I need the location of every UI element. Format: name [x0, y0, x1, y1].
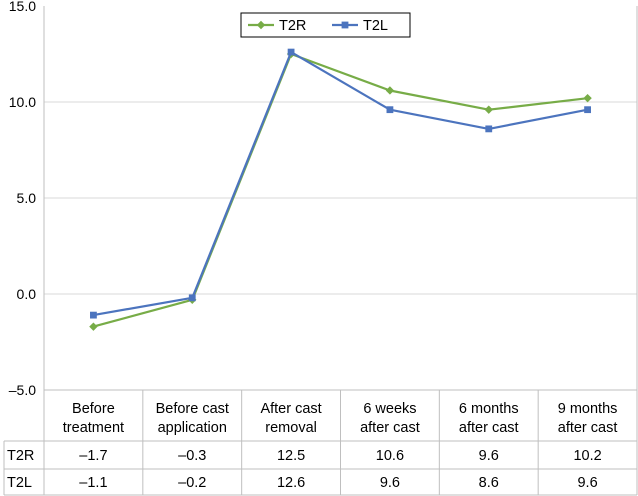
category-label: After cast: [260, 401, 321, 417]
y-tick-label: –5.0: [9, 382, 36, 398]
y-tick-label: 0.0: [17, 286, 37, 302]
category-label: after cast: [360, 420, 420, 436]
table-cell: –1.7: [79, 448, 107, 464]
legend-item-t2l: T2L: [332, 18, 388, 34]
category-label: 6 months: [459, 401, 519, 417]
data-point: [287, 48, 295, 56]
category-label: Before: [72, 401, 115, 417]
legend-item-t2r: T2R: [248, 18, 306, 34]
data-point: [583, 93, 592, 103]
table-cell: –0.3: [178, 448, 206, 464]
data-point: [90, 311, 97, 319]
table-cell: 12.5: [277, 448, 305, 464]
series-line: [93, 50, 588, 317]
data-point: [484, 105, 493, 114]
category-label: removal: [265, 420, 317, 436]
series-line: [93, 52, 588, 328]
data-point: [485, 125, 493, 133]
category-label: 9 months: [558, 401, 618, 417]
data-point: [584, 106, 591, 114]
table-cell: –0.2: [178, 475, 206, 491]
category-label: after cast: [558, 420, 618, 436]
category-label: Before cast: [156, 401, 229, 417]
y-tick-label: 10.0: [9, 94, 36, 110]
y-tick-label: 5.0: [17, 190, 37, 206]
table-cell: 10.6: [376, 448, 404, 464]
legend-label: T2R: [279, 18, 306, 34]
data-point: [386, 106, 394, 114]
table-cell: 12.6: [277, 475, 305, 491]
data-point: [385, 86, 395, 95]
data-point: [256, 20, 266, 30]
table-cell: 9.6: [479, 448, 499, 464]
legend: T2R T2L: [240, 12, 411, 38]
category-label: treatment: [63, 420, 124, 436]
y-axis-tick-labels: 15.0 10.0 5.0 0.0 –5.0: [9, 0, 36, 398]
table-row-label: T2L: [7, 475, 32, 491]
category-label: after cast: [459, 420, 519, 436]
table-cell: 9.6: [380, 475, 400, 491]
series-lines: [89, 48, 592, 331]
y-tick-label: 15.0: [9, 0, 36, 14]
data-point: [89, 322, 98, 331]
table-row-label: T2R: [7, 448, 34, 464]
table-cell: 9.6: [577, 475, 597, 491]
category-label: application: [158, 420, 227, 436]
table-cell: 10.2: [573, 448, 601, 464]
series-t2r: [89, 49, 592, 331]
legend-label: T2L: [363, 18, 388, 34]
series-t2l: [90, 48, 591, 319]
grid-lines: [43, 6, 638, 391]
data-point: [341, 21, 349, 29]
data-point: [188, 294, 196, 302]
data-table: Before treatment Before cast application Aft…: [3, 390, 638, 496]
table-cell: –1.1: [79, 475, 107, 491]
category-label: 6 weeks: [363, 401, 416, 417]
table-cell: 8.6: [479, 475, 499, 491]
